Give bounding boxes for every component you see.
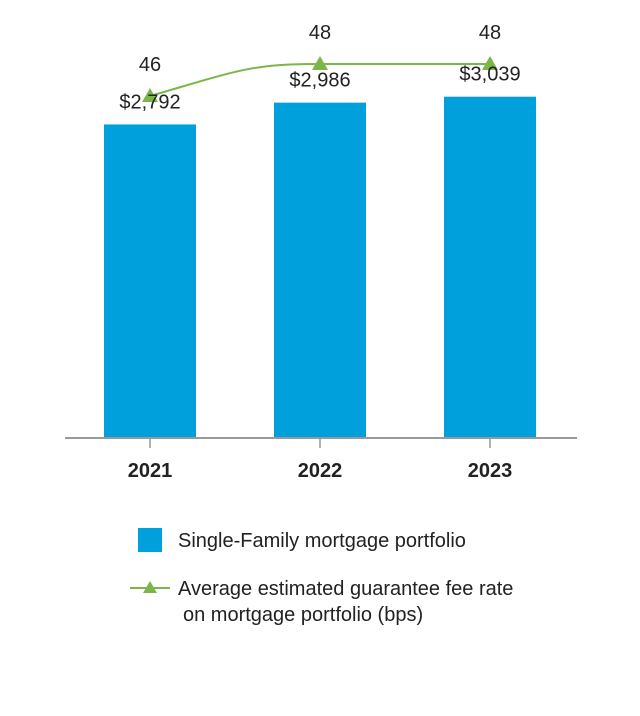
legend-swatch-bar bbox=[138, 528, 162, 552]
bar-value-label-2023: $3,039 bbox=[459, 64, 520, 86]
bar-value-label-2021: $2,792 bbox=[119, 91, 180, 113]
fee-rate-value-label-2023: 48 bbox=[479, 22, 501, 44]
bar-2023 bbox=[444, 96, 536, 438]
fee-rate-value-label-2022: 48 bbox=[309, 22, 331, 44]
legend-item-fee-rate: Average estimated guarantee fee rate on … bbox=[130, 576, 610, 628]
labels-layer: $2,792 $2,986 $3,039 46 48 48 bbox=[119, 22, 520, 113]
x-tick-label-2022: 2022 bbox=[298, 460, 343, 482]
legend-label-portfolio: Single-Family mortgage portfolio bbox=[178, 530, 466, 552]
fee-rate-line-layer bbox=[142, 56, 498, 102]
x-tick-label-2023: 2023 bbox=[468, 460, 513, 482]
bar-2022 bbox=[274, 102, 366, 438]
legend-swatch-line bbox=[130, 581, 170, 593]
fee-rate-marker-2022 bbox=[312, 56, 328, 70]
legend-label-fee-rate: Average estimated guarantee fee rate on … bbox=[178, 576, 513, 628]
chart: 2021 2022 2023 $2,792 $2,986 $3,039 46 48 48 bbox=[65, 22, 577, 482]
fee-rate-marker-2023 bbox=[482, 56, 498, 70]
fee-rate-marker-2021 bbox=[142, 88, 158, 102]
legend-item-portfolio: Single-Family mortgage portfolio bbox=[130, 528, 610, 554]
bars-layer bbox=[104, 96, 536, 438]
legend-label-fee-rate-line2: on mortgage portfolio (bps) bbox=[183, 604, 424, 626]
bar-2021 bbox=[104, 124, 196, 438]
fee-rate-line bbox=[149, 63, 490, 97]
bar-value-label-2022: $2,986 bbox=[289, 70, 350, 92]
x-axis: 2021 2022 2023 bbox=[65, 437, 577, 482]
legend-label-fee-rate-line1: Average estimated guarantee fee rate bbox=[178, 578, 514, 600]
x-tick-label-2021: 2021 bbox=[128, 460, 173, 482]
fee-rate-value-label-2021: 46 bbox=[139, 54, 161, 76]
legend: Single-Family mortgage portfolio Average… bbox=[130, 528, 610, 650]
